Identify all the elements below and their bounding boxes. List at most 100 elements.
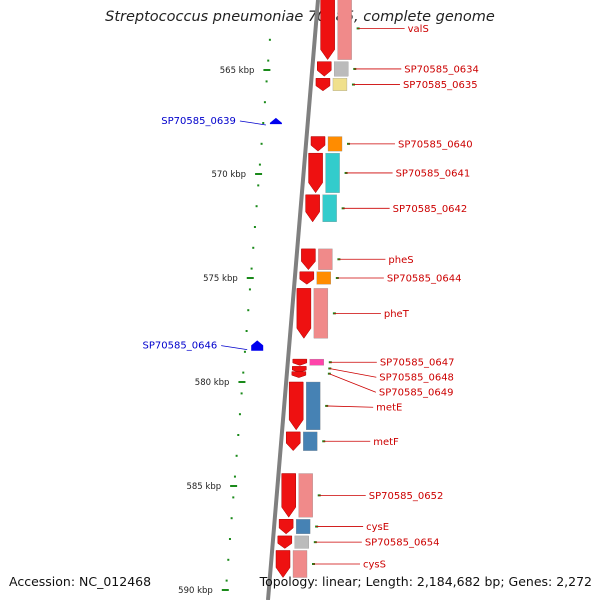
- cog-box-sp70585-0634: [334, 61, 349, 77]
- scale-minor-tick: [243, 350, 246, 353]
- cds-arrow-sp70585-0652: [281, 473, 296, 518]
- genome-summary-text: Topology: linear; Length: 2,184,682 bp; …: [259, 574, 592, 589]
- scale-minor-tick: [253, 226, 256, 228]
- cds-arrow-sp70585-0654: [277, 535, 293, 549]
- cog-box-vals: [337, 0, 352, 60]
- label-leader-sp70585-0646: [221, 345, 248, 350]
- cds-arrow-sp70585-0642: [305, 194, 320, 223]
- scale-minor-tick: [262, 122, 265, 124]
- cds-arrow-phes: [301, 248, 316, 271]
- cog-box-phet: [313, 288, 329, 339]
- gene-label-sp70585-0649: SP70585_0649: [379, 388, 454, 399]
- cds-arrow-sp70585-0634: [317, 61, 332, 77]
- cog-box-sp70585-0654: [294, 535, 309, 549]
- cds-arrow-sp70585-0635: [315, 78, 331, 92]
- scale-tick-label: 570 kbp: [211, 170, 246, 180]
- genome-backbone: [266, 0, 320, 600]
- scale-minor-tick: [260, 142, 263, 145]
- label-leader-sp70585-0649: [328, 373, 377, 393]
- scale-minor-tick: [227, 558, 230, 561]
- cds-arrow-mete: [288, 381, 304, 431]
- gene-label-phet: pheT: [384, 309, 410, 320]
- cog-box-sp70585-0642: [322, 194, 337, 222]
- scale-minor-tick: [233, 475, 236, 478]
- reverse-cds-sp70585-0646: [251, 340, 264, 351]
- cog-box-sp70585-0644: [316, 271, 331, 285]
- label-leader-sp70585-0648: [329, 368, 377, 378]
- cds-arrow-cyse: [278, 519, 294, 535]
- scale-minor-tick: [268, 38, 271, 41]
- gene-label-cyss: cysS: [363, 560, 386, 571]
- cds-arrow-sp70585-0647: [292, 358, 308, 366]
- gene-label-sp70585-0654: SP70585_0654: [365, 538, 440, 549]
- scale-minor-tick: [237, 434, 240, 436]
- gene-label-sp70585-0652: SP70585_0652: [369, 491, 444, 502]
- scale-minor-tick: [235, 454, 238, 457]
- scale-tick-label: 575 kbp: [203, 274, 238, 284]
- cds-arrow-vals: [320, 0, 335, 61]
- scale-minor-tick: [255, 205, 258, 208]
- cds-arrow-phet: [296, 288, 312, 339]
- scale-minor-tick: [265, 80, 268, 83]
- gene-label-vals: valS: [408, 24, 429, 35]
- gene-label-sp70585-0642: SP70585_0642: [393, 204, 468, 215]
- cog-box-phes: [318, 248, 333, 270]
- gene-label-sp70585-0641: SP70585_0641: [396, 168, 471, 179]
- scale-minor-tick: [257, 184, 260, 187]
- scale-minor-tick: [263, 101, 266, 104]
- cog-box-mete: [306, 381, 321, 430]
- scale-tick-label: 590 kbp: [178, 586, 213, 596]
- cog-box-cyss: [292, 550, 308, 578]
- scale-minor-tick: [228, 538, 231, 540]
- scale-minor-tick: [252, 246, 255, 249]
- cog-box-cyse: [295, 519, 311, 534]
- gene-label-metf: metF: [373, 437, 399, 448]
- scale-minor-tick: [247, 309, 250, 312]
- gene-label-sp70585-0648: SP70585_0648: [379, 373, 454, 384]
- cog-box-sp70585-0641: [325, 153, 340, 193]
- accession-text: Accession: NC_012468: [9, 574, 152, 589]
- cds-arrow-metf: [285, 431, 301, 452]
- cog-box-sp70585-0640: [327, 136, 343, 152]
- cds-arrow-sp70585-0641: [308, 152, 323, 194]
- map-title: Streptococcus pneumoniae 70585, complete…: [105, 9, 495, 25]
- cds-arrow-sp70585-0644: [299, 271, 315, 285]
- gene-label-mete: metE: [376, 403, 402, 414]
- label-leader-sp70585-0639: [239, 120, 266, 126]
- scale-minor-tick: [250, 267, 253, 270]
- scale-minor-tick: [258, 163, 261, 166]
- scale-minor-tick: [230, 517, 233, 520]
- gene-label-sp70585-0647: SP70585_0647: [380, 358, 455, 369]
- gene-label-phes: pheS: [388, 255, 413, 266]
- scale-tick-label: 580 kbp: [195, 378, 230, 388]
- scale-minor-tick: [242, 371, 245, 374]
- scale-minor-tick: [232, 496, 235, 499]
- scale-minor-tick: [225, 579, 228, 582]
- scale-minor-tick: [238, 413, 241, 416]
- scale-tick-label: 565 kbp: [220, 66, 255, 76]
- cog-box-sp70585-0635: [332, 78, 348, 91]
- gene-label-cyse: cysE: [366, 522, 389, 533]
- scale-minor-tick: [267, 59, 270, 62]
- gene-label-sp70585-0644: SP70585_0644: [387, 274, 462, 285]
- reverse-cds-sp70585-0639: [269, 117, 282, 125]
- gene-label-sp70585-0634: SP70585_0634: [404, 64, 479, 75]
- cds-arrow-sp70585-0649: [291, 371, 307, 378]
- scale-tick-label: 585 kbp: [186, 482, 221, 492]
- cds-arrow-cyss: [275, 550, 291, 578]
- label-leader-mete: [326, 405, 374, 408]
- cds-arrow-sp70585-0648: [292, 366, 307, 373]
- cog-box-metf: [303, 431, 318, 451]
- gene-label-sp70585-0640: SP70585_0640: [398, 139, 473, 150]
- gene-label-sp70585-0635: SP70585_0635: [403, 80, 478, 91]
- cog-box-sp70585-0647: [309, 358, 324, 366]
- scale-minor-tick: [245, 330, 248, 332]
- cds-arrow-sp70585-0640: [310, 136, 326, 152]
- scale-minor-tick: [248, 288, 251, 291]
- gene-label-sp70585-0646: SP70585_0646: [143, 341, 218, 352]
- scale-minor-tick: [240, 392, 243, 395]
- cog-box-sp70585-0652: [298, 473, 313, 518]
- gene-label-sp70585-0639: SP70585_0639: [161, 116, 236, 127]
